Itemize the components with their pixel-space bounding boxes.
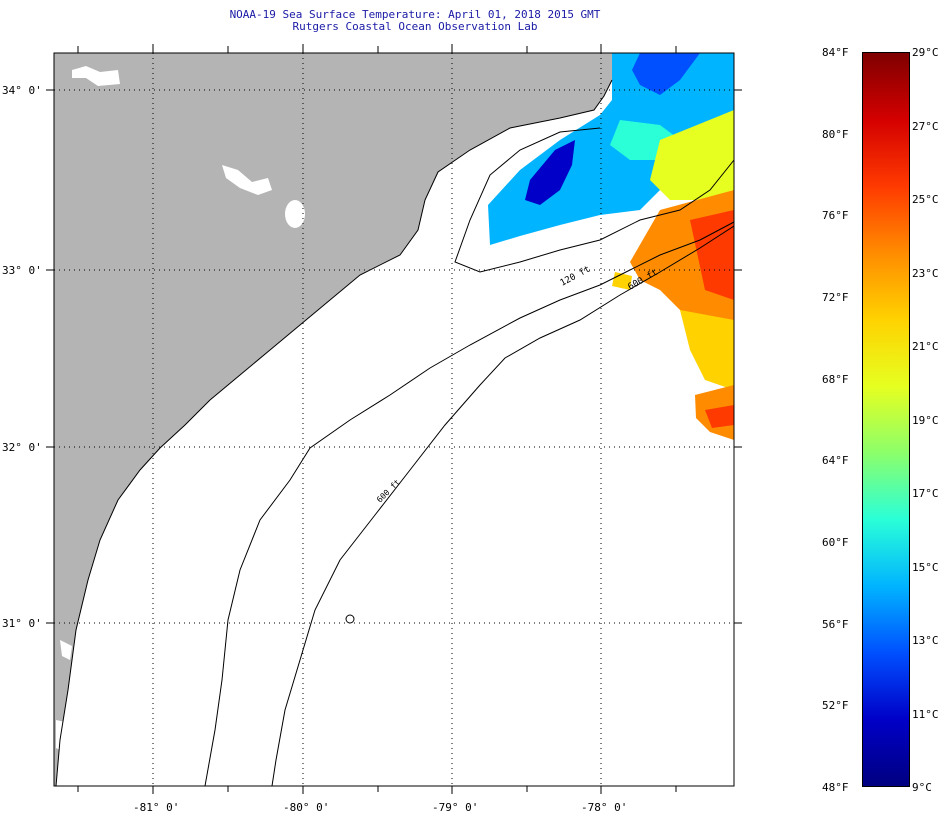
colorbar-c-label: 13°C (912, 634, 939, 647)
lat-label-31: 31° 0' (2, 617, 42, 630)
isobath-600ft (271, 225, 734, 786)
map-title: NOAA-19 Sea Surface Temperature: April 0… (229, 8, 601, 21)
coastline (55, 79, 613, 786)
colorbar-f-label: 68°F (822, 372, 849, 386)
temperature-colorbar (862, 52, 910, 787)
colorbar-f-label: 72°F (822, 291, 849, 304)
colorbar-c-label: 17°C (912, 487, 939, 500)
tick-marks (46, 44, 742, 794)
lon-label-80: -80° 0' (283, 801, 330, 814)
map-subtitle: Rutgers Coastal Ocean Observation Lab (292, 20, 538, 33)
colorbar-c-label: 11°C (912, 707, 939, 721)
isobath-inner (454, 127, 734, 273)
lon-label-79: -79° 0' (432, 801, 479, 814)
colorbar-f-label: 48°F (822, 781, 849, 794)
lon-label-78: -78° 0' (581, 801, 628, 814)
graticule (54, 53, 734, 786)
lat-label-34: 34° 0' (2, 84, 42, 97)
land-mass (54, 53, 612, 786)
colorbar-c-label: 19°C (912, 413, 939, 427)
colorbar-f-label: 84°F (822, 46, 849, 59)
colorbar-f-label: 52°F (822, 699, 849, 713)
colorbar-c-label: 25°C (912, 193, 939, 206)
colorbar-c-label: 29°C (912, 46, 939, 59)
colorbar-c-label: 9°C (912, 781, 932, 794)
colorbar-c-label: 15°C (912, 560, 939, 574)
colorbar-f-label: 60°F (822, 536, 849, 549)
lat-label-33: 33° 0' (2, 264, 42, 277)
land-patches (56, 66, 305, 750)
map-frame (53, 52, 735, 787)
lat-label-32: 32° 0' (2, 441, 42, 454)
colorbar-f-label: 64°F (822, 454, 849, 468)
sst-patches (488, 53, 734, 440)
colorbar-c-label: 21°C (912, 340, 939, 353)
colorbar-f-label: 80°F (822, 127, 849, 141)
lon-label-81: -81° 0' (133, 801, 180, 814)
colorbar-c-label: 27°C (912, 119, 939, 133)
colorbar-f-label: 56°F (822, 617, 849, 631)
colorbar-c-label: 23°C (912, 266, 939, 280)
colorbar-f-label: 76°F (822, 209, 849, 223)
